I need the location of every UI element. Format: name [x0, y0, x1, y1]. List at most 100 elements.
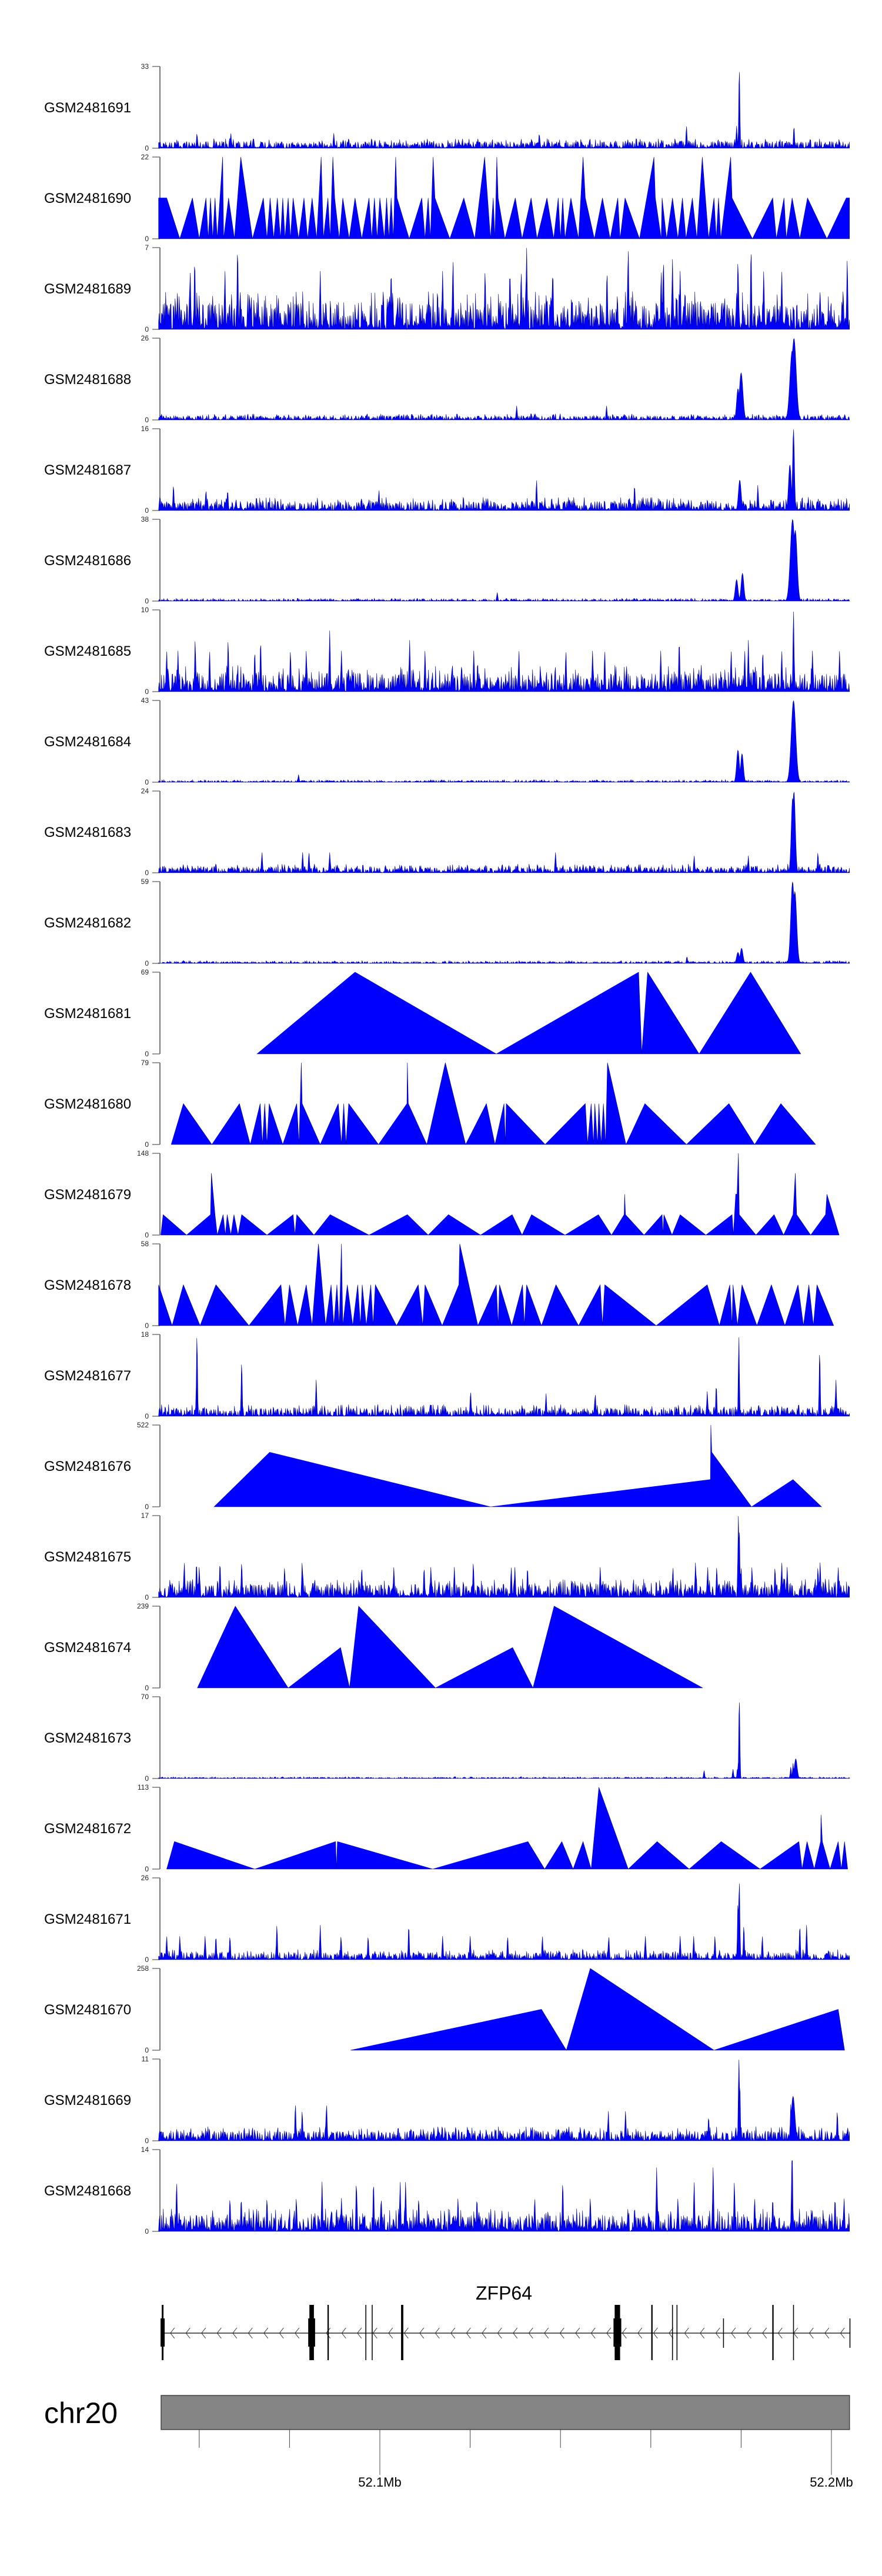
- strand-arrow-icon: [824, 2327, 830, 2339]
- x-tick-label: 52.1Mb: [358, 2475, 401, 2490]
- strand-arrow-icon: [388, 2327, 393, 2339]
- coverage-area: [158, 1243, 834, 1327]
- coverage-area: [158, 611, 850, 693]
- y-max-label: 17: [141, 1511, 149, 1520]
- y-min-label: 0: [145, 2046, 149, 2054]
- coverage-area: [161, 1153, 840, 1236]
- exon-cds: [613, 2318, 622, 2347]
- strand-arrow-icon: [590, 2327, 596, 2339]
- y-min-label: 0: [145, 1050, 149, 1058]
- track-GSM2481678: GSM2481678 58 0: [44, 1240, 834, 1330]
- track-GSM2481689: GSM2481689 7 0: [44, 243, 850, 333]
- strand-arrow-icon: [248, 2327, 253, 2339]
- strand-arrow-icon: [544, 2327, 549, 2339]
- x-tick-label: 52.2Mb: [810, 2475, 853, 2490]
- y-min-label: 0: [145, 688, 149, 696]
- y-min-label: 0: [145, 506, 149, 515]
- strand-arrow-icon: [372, 2327, 377, 2339]
- coverage-area: [158, 792, 850, 874]
- track-GSM2481690: GSM2481690 22 0: [44, 153, 850, 243]
- y-min-label: 0: [145, 1412, 149, 1420]
- y-max-label: 239: [137, 1602, 149, 1610]
- exon: [365, 2305, 366, 2360]
- track-GSM2481677: GSM2481677 18 0: [44, 1330, 850, 1420]
- exon: [793, 2305, 794, 2360]
- track-GSM2481668: GSM2481668 14 0: [44, 2145, 850, 2235]
- y-max-label: 79: [141, 1059, 149, 1067]
- coverage-area: [256, 972, 801, 1055]
- y-min-label: 0: [145, 1774, 149, 1783]
- track-label: GSM2481673: [44, 1730, 131, 1746]
- exon: [676, 2305, 678, 2360]
- y-min-label: 0: [145, 1231, 149, 1239]
- track-GSM2481674: GSM2481674 239 0: [44, 1602, 703, 1692]
- strand-arrow-icon: [232, 2327, 238, 2339]
- y-max-label: 43: [141, 696, 149, 705]
- track-label: GSM2481688: [44, 372, 131, 388]
- track-GSM2481670: GSM2481670 258 0: [44, 1964, 845, 2054]
- coverage-area: [350, 1968, 845, 2051]
- y-min-label: 0: [145, 597, 149, 605]
- track-GSM2481681: GSM2481681 69 0: [44, 968, 801, 1058]
- strand-arrow-icon: [528, 2327, 533, 2339]
- strand-arrow-icon: [731, 2327, 736, 2339]
- exon: [849, 2318, 851, 2348]
- track-GSM2481684: GSM2481684 43 0: [44, 696, 850, 786]
- coverage-area: [158, 1883, 850, 1961]
- y-min-label: 0: [145, 1322, 149, 1330]
- strand-arrow-icon: [840, 2327, 845, 2339]
- y-min-label: 0: [145, 325, 149, 333]
- strand-arrow-icon: [466, 2327, 471, 2339]
- coverage-area: [158, 1702, 850, 1779]
- chromosome-axis: chr20 52.1Mb 52.2Mb: [44, 2395, 853, 2490]
- strand-arrow-icon: [482, 2327, 487, 2339]
- y-min-label: 0: [145, 2137, 149, 2145]
- y-min-label: 0: [145, 1140, 149, 1149]
- y-max-label: 26: [141, 1874, 149, 1882]
- strand-arrow-icon: [403, 2327, 409, 2339]
- coverage-area: [158, 2060, 850, 2142]
- track-label: GSM2481687: [44, 462, 131, 478]
- exon: [401, 2305, 403, 2360]
- y-max-label: 14: [141, 2145, 149, 2154]
- exon: [372, 2305, 373, 2360]
- track-label: GSM2481672: [44, 1821, 131, 1837]
- y-max-label: 18: [141, 1330, 149, 1339]
- y-max-label: 16: [141, 425, 149, 433]
- coverage-area: [158, 882, 850, 964]
- y-min-label: 0: [145, 959, 149, 967]
- strand-arrow-icon: [513, 2327, 518, 2339]
- y-max-label: 522: [137, 1421, 149, 1429]
- track-label: GSM2481676: [44, 1459, 131, 1474]
- exon: [327, 2305, 329, 2360]
- y-min-label: 0: [145, 1503, 149, 1511]
- coverage-area: [158, 1516, 850, 1598]
- track-label: GSM2481668: [44, 2183, 131, 2199]
- coverage-area: [158, 2160, 850, 2233]
- strand-arrow-icon: [450, 2327, 456, 2339]
- track-label: GSM2481682: [44, 915, 131, 931]
- y-max-label: 113: [138, 1783, 149, 1791]
- chromosome-bar: [161, 2395, 850, 2430]
- y-min-label: 0: [145, 869, 149, 877]
- track-GSM2481679: GSM2481679 148 0: [44, 1149, 840, 1239]
- strand-arrow-icon: [201, 2327, 206, 2339]
- track-GSM2481675: GSM2481675 17 0: [44, 1511, 850, 1601]
- y-max-label: 11: [142, 2055, 149, 2063]
- coverage-area: [158, 156, 850, 240]
- coverage-area: [213, 1424, 822, 1507]
- y-min-label: 0: [145, 1684, 149, 1692]
- track-GSM2481676: GSM2481676 522 0: [44, 1421, 822, 1511]
- track-label: GSM2481680: [44, 1096, 131, 1112]
- y-min-label: 0: [145, 778, 149, 786]
- strand-arrow-icon: [435, 2327, 440, 2339]
- track-GSM2481671: GSM2481671 26 0: [44, 1874, 850, 1964]
- track-GSM2481669: GSM2481669 11 0: [44, 2055, 850, 2145]
- y-max-label: 258: [137, 1964, 149, 1973]
- track-label: GSM2481685: [44, 643, 131, 659]
- strand-arrow-icon: [575, 2327, 580, 2339]
- track-GSM2481687: GSM2481687 16 0: [44, 425, 850, 515]
- strand-arrow-icon: [497, 2327, 502, 2339]
- strand-arrow-icon: [606, 2327, 612, 2339]
- y-max-label: 26: [141, 334, 149, 342]
